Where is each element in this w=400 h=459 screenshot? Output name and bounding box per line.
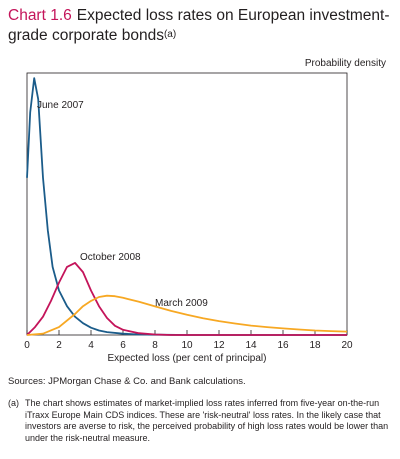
title-footnote-mark: (a): [163, 29, 177, 40]
footnote: (a) The chart shows estimates of market-…: [8, 398, 394, 444]
x-axis-label: Expected loss (per cent of principal): [108, 353, 267, 364]
chart-plot: 0 2 4 6 8 10 12 14 16 18 20 Expected loss (per cent…: [24, 72, 353, 364]
series-line-0: [26, 77, 347, 336]
plot-frame: [26, 72, 348, 336]
series-line-2: [26, 294, 348, 336]
sources-note: Sources: JPMorgan Chase & Co. and Bank c…: [8, 376, 246, 387]
series-layer: [26, 77, 348, 336]
x-tick-label-4: 4: [88, 340, 94, 351]
x-tick-label-16: 16: [277, 340, 289, 351]
labels-layer: June 2007 October 2008 March 2009: [37, 100, 208, 309]
x-tick-label-8: 8: [152, 340, 158, 351]
chart-number: Chart 1.6: [8, 7, 72, 24]
x-tick-label-2: 2: [56, 340, 62, 351]
series-label-2: March 2009: [155, 298, 208, 309]
series-line-1: [26, 262, 347, 336]
series-label-1: October 2008: [80, 252, 141, 263]
chart-axes: 0 2 4 6 8 10 12 14 16 18 20 Expected loss (per cent…: [24, 72, 353, 364]
x-tick-label-0: 0: [24, 340, 30, 351]
footnote-mark: (a): [8, 398, 19, 408]
series-label-0: June 2007: [37, 100, 84, 111]
x-tick-label-10: 10: [181, 340, 193, 351]
x-tick-label-12: 12: [213, 340, 225, 351]
chart-title-text: Expected loss rates on European investme…: [8, 7, 390, 44]
x-tick-label-18: 18: [309, 340, 321, 351]
y-axis-label: Probability density: [304, 58, 386, 69]
footnote-text: The chart shows estimates of market-impl…: [25, 398, 389, 443]
x-tick-label-6: 6: [120, 340, 126, 351]
chart-title: Chart 1.6 Expected loss rates on European…: [8, 6, 394, 45]
x-tick-label-20: 20: [341, 340, 353, 351]
x-tick-label-14: 14: [245, 340, 257, 351]
